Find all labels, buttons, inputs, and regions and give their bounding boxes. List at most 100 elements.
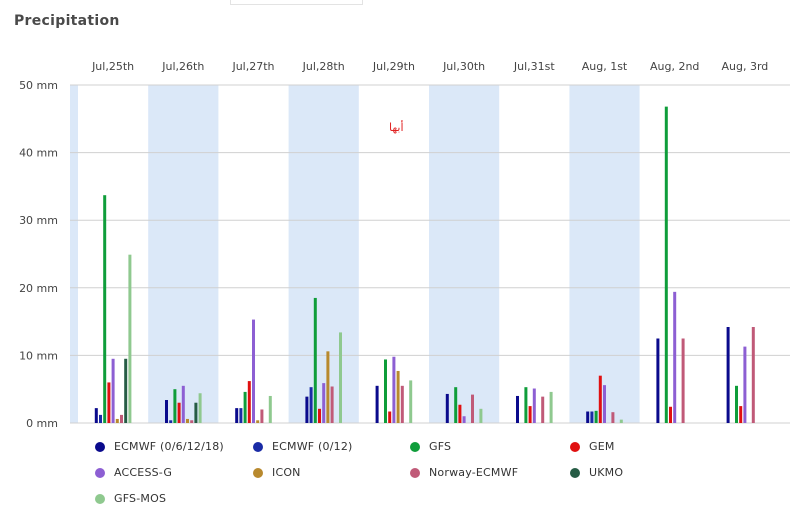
bar bbox=[194, 402, 198, 423]
x-tick-label: Aug, 3rd bbox=[722, 60, 769, 73]
bar bbox=[590, 411, 594, 423]
bar bbox=[664, 106, 668, 423]
legend-item[interactable]: UKMO bbox=[570, 466, 623, 479]
bar bbox=[656, 338, 660, 423]
legend-item[interactable]: ECMWF (0/6/12/18) bbox=[95, 440, 224, 453]
bar bbox=[268, 395, 272, 423]
x-tick-label: Aug, 2nd bbox=[650, 60, 699, 73]
x-tick-label: Jul,27th bbox=[231, 60, 274, 73]
legend-item[interactable]: GFS-MOS bbox=[95, 492, 166, 505]
bar bbox=[181, 385, 185, 423]
legend-marker bbox=[410, 467, 420, 478]
legend-marker bbox=[570, 467, 580, 478]
bar bbox=[339, 332, 342, 423]
legend-marker bbox=[95, 441, 105, 452]
bar bbox=[243, 391, 247, 423]
y-tick-label: 40 mm bbox=[19, 147, 58, 160]
bar bbox=[445, 393, 449, 423]
legend-item[interactable]: ECMWF (0/12) bbox=[253, 440, 353, 453]
day-column-shade bbox=[429, 85, 500, 423]
bar bbox=[392, 356, 396, 423]
bar bbox=[541, 396, 545, 423]
bar bbox=[177, 402, 181, 423]
bar bbox=[462, 416, 466, 423]
bar bbox=[681, 338, 685, 423]
legend-label: ICON bbox=[272, 466, 301, 479]
bar bbox=[326, 351, 330, 423]
y-tick-label: 50 mm bbox=[19, 79, 58, 92]
bar bbox=[751, 327, 755, 423]
x-tick-label: Jul,26th bbox=[161, 60, 204, 73]
legend-item[interactable]: Norway-ECMWF bbox=[410, 466, 518, 479]
bar bbox=[169, 420, 173, 423]
y-tick-label: 20 mm bbox=[19, 282, 58, 295]
bar bbox=[409, 380, 413, 423]
legend-label: GEM bbox=[589, 440, 615, 453]
chart-annotation: أبها bbox=[389, 121, 404, 134]
legend-item[interactable]: ICON bbox=[253, 466, 301, 479]
day-column-shade bbox=[288, 85, 359, 423]
x-tick-label: Jul,28th bbox=[302, 60, 345, 73]
bar bbox=[586, 411, 590, 423]
bar bbox=[532, 388, 536, 423]
bar bbox=[252, 319, 255, 423]
legend-label: UKMO bbox=[589, 466, 624, 479]
bar bbox=[594, 410, 598, 423]
bar bbox=[305, 396, 309, 423]
x-tick-label: Jul,29th bbox=[372, 60, 415, 73]
bar bbox=[111, 358, 115, 423]
bar bbox=[173, 389, 177, 423]
bar bbox=[256, 420, 260, 423]
bar bbox=[239, 408, 243, 423]
bar bbox=[396, 370, 400, 423]
left-edge-strip bbox=[70, 85, 78, 423]
x-tick-label: Aug, 1st bbox=[582, 60, 628, 73]
bar bbox=[479, 408, 483, 423]
bar bbox=[726, 327, 730, 423]
legend-marker bbox=[253, 467, 263, 478]
bar bbox=[165, 400, 168, 423]
legend-label: GFS-MOS bbox=[114, 492, 167, 505]
bar bbox=[516, 395, 519, 423]
legend-marker bbox=[410, 441, 420, 452]
bar bbox=[198, 393, 202, 423]
bar bbox=[603, 385, 606, 423]
legend-marker bbox=[570, 441, 580, 452]
bar bbox=[235, 408, 239, 423]
y-tick-label: 10 mm bbox=[19, 349, 58, 362]
x-tick-label: Jul,31st bbox=[513, 60, 555, 73]
bar bbox=[388, 411, 392, 423]
bar bbox=[400, 385, 404, 423]
bar bbox=[247, 381, 251, 423]
legend-item[interactable]: GEM bbox=[570, 440, 615, 453]
bar bbox=[598, 375, 602, 423]
chart-title: Precipitation bbox=[14, 13, 120, 29]
bar bbox=[384, 359, 387, 423]
bar bbox=[739, 406, 743, 423]
legend-item[interactable]: GFS bbox=[410, 440, 451, 453]
bar bbox=[549, 391, 553, 423]
bar bbox=[375, 385, 379, 423]
bar bbox=[120, 414, 123, 423]
bar bbox=[99, 414, 102, 423]
legend-label: ECMWF (0/12) bbox=[272, 440, 353, 453]
legend-label: ECMWF (0/6/12/18) bbox=[114, 440, 224, 453]
legend-item[interactable]: ACCESS-G bbox=[95, 466, 172, 479]
bar bbox=[454, 387, 458, 423]
bar bbox=[743, 346, 747, 423]
bar bbox=[190, 420, 194, 423]
bar bbox=[318, 408, 321, 423]
bar bbox=[322, 383, 326, 423]
bar bbox=[107, 382, 111, 423]
bar bbox=[115, 418, 119, 423]
x-tick-label: Jul,25th bbox=[91, 60, 134, 73]
day-column-shade bbox=[569, 85, 640, 423]
bar bbox=[471, 394, 474, 423]
y-tick-label: 30 mm bbox=[19, 214, 58, 227]
bar bbox=[330, 386, 334, 423]
x-tick-label: Jul,30th bbox=[442, 60, 485, 73]
bar bbox=[309, 387, 313, 423]
bar bbox=[260, 409, 264, 423]
day-column-shade bbox=[148, 85, 219, 423]
